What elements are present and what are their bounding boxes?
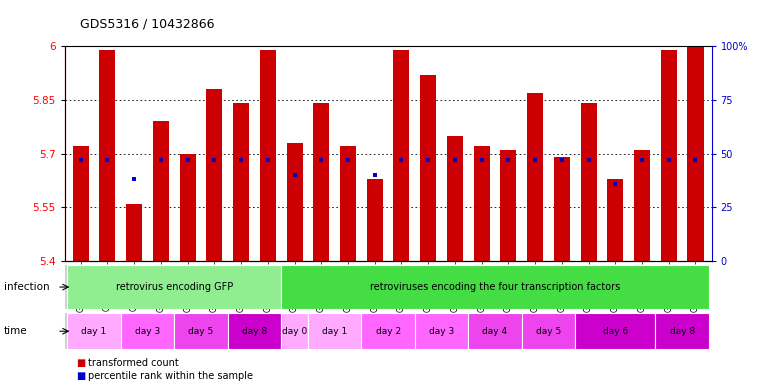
Bar — [361, 313, 415, 349]
Bar — [634, 150, 650, 261]
Text: day 4: day 4 — [482, 327, 508, 336]
Bar — [233, 103, 249, 261]
Bar — [68, 265, 282, 309]
Bar — [522, 313, 575, 349]
Bar — [228, 313, 282, 349]
Text: infection: infection — [4, 282, 49, 292]
Bar — [607, 179, 623, 261]
Text: time: time — [4, 326, 27, 336]
Text: day 6: day 6 — [603, 327, 628, 336]
Text: ■: ■ — [76, 358, 85, 368]
Bar — [340, 146, 356, 261]
Text: day 3: day 3 — [135, 327, 160, 336]
Text: day 5: day 5 — [189, 327, 214, 336]
Bar — [447, 136, 463, 261]
Bar — [554, 157, 570, 261]
Text: transformed count: transformed count — [88, 358, 178, 368]
Text: day 8: day 8 — [670, 327, 695, 336]
Bar — [473, 146, 489, 261]
Bar — [180, 154, 196, 261]
Bar — [393, 50, 409, 261]
Bar — [468, 313, 522, 349]
Bar — [501, 150, 517, 261]
Bar — [287, 143, 303, 261]
Bar — [73, 146, 89, 261]
Text: day 1: day 1 — [322, 327, 347, 336]
Bar — [655, 313, 708, 349]
Bar — [126, 204, 142, 261]
Bar — [367, 179, 383, 261]
Text: GDS5316 / 10432866: GDS5316 / 10432866 — [80, 18, 215, 31]
Bar — [260, 50, 275, 261]
Bar — [68, 313, 121, 349]
Text: day 1: day 1 — [81, 327, 107, 336]
Bar — [415, 313, 468, 349]
Bar — [661, 50, 677, 261]
Bar — [174, 313, 228, 349]
Bar — [282, 265, 708, 309]
Text: day 2: day 2 — [375, 327, 401, 336]
Text: ■: ■ — [76, 371, 85, 381]
Bar — [121, 313, 174, 349]
Bar — [308, 313, 361, 349]
Bar — [581, 103, 597, 261]
Text: retrovirus encoding GFP: retrovirus encoding GFP — [116, 282, 233, 292]
Text: day 0: day 0 — [282, 327, 307, 336]
Bar — [314, 103, 330, 261]
Text: day 8: day 8 — [242, 327, 267, 336]
Bar — [100, 50, 116, 261]
Bar — [282, 313, 308, 349]
Text: day 3: day 3 — [429, 327, 454, 336]
Text: percentile rank within the sample: percentile rank within the sample — [88, 371, 253, 381]
Bar — [420, 75, 436, 261]
Bar — [153, 121, 169, 261]
Bar — [575, 313, 655, 349]
Bar — [527, 93, 543, 261]
Bar — [206, 89, 222, 261]
Text: retroviruses encoding the four transcription factors: retroviruses encoding the four transcrip… — [370, 282, 620, 292]
Bar — [687, 46, 703, 261]
Text: day 5: day 5 — [536, 327, 561, 336]
